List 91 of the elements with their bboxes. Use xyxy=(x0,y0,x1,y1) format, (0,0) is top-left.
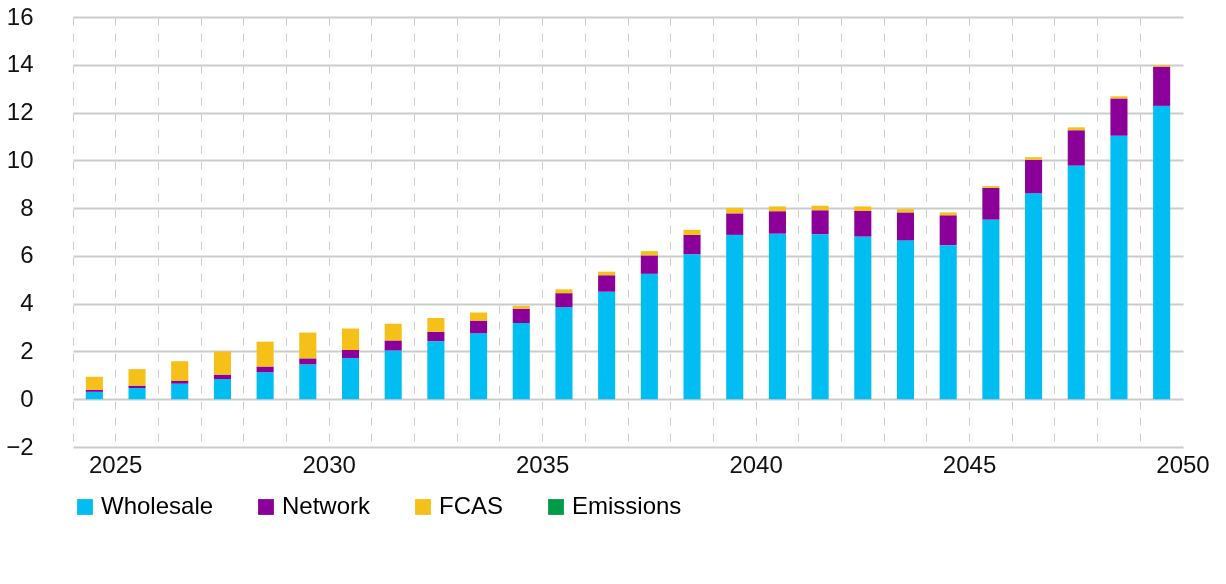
bar xyxy=(256,372,274,400)
bar xyxy=(1067,127,1085,131)
bar xyxy=(640,255,658,274)
bar xyxy=(555,307,573,400)
x-tick-label: 2040 xyxy=(729,450,783,478)
x-tick-label: 2050 xyxy=(1156,450,1210,478)
bar xyxy=(683,229,701,235)
bar xyxy=(427,318,445,332)
bar xyxy=(470,320,488,334)
bar xyxy=(256,366,274,373)
bar xyxy=(768,206,786,212)
y-tick-label: 0 xyxy=(20,384,34,412)
bar xyxy=(854,206,872,211)
bar xyxy=(726,207,744,214)
bar xyxy=(299,332,317,359)
bar xyxy=(811,210,829,235)
bar xyxy=(470,333,488,400)
bar xyxy=(726,234,744,400)
bar xyxy=(470,312,488,321)
bar xyxy=(512,305,530,309)
bar xyxy=(171,361,189,381)
bar xyxy=(384,340,402,351)
bar xyxy=(598,275,616,292)
bar xyxy=(555,293,573,308)
bar xyxy=(256,341,274,367)
bar xyxy=(1025,159,1043,194)
bar xyxy=(384,323,402,341)
bar xyxy=(640,251,658,256)
bar xyxy=(1025,193,1043,400)
bar xyxy=(1110,96,1128,99)
legend-label: Network xyxy=(282,492,372,519)
x-tick-label: 2030 xyxy=(302,450,356,478)
bar xyxy=(939,215,957,246)
bar xyxy=(896,240,915,400)
bar xyxy=(128,387,146,400)
bar xyxy=(683,234,701,255)
y-tick-label: 10 xyxy=(6,145,34,173)
legend-label: FCAS xyxy=(439,492,504,519)
legend-label: Wholesale xyxy=(101,492,214,519)
bar xyxy=(213,379,231,400)
bar xyxy=(299,364,317,400)
bar xyxy=(299,358,317,365)
bar xyxy=(768,211,786,234)
bar xyxy=(341,350,360,359)
bar xyxy=(1110,135,1128,400)
bar xyxy=(427,341,445,400)
bar xyxy=(726,213,744,235)
bar xyxy=(171,380,189,384)
bar xyxy=(768,233,786,400)
bar xyxy=(512,308,530,324)
bar xyxy=(939,212,957,216)
x-tick-label: 2025 xyxy=(89,450,143,478)
y-tick-label: 2 xyxy=(20,336,34,364)
bar xyxy=(1067,130,1085,166)
bar xyxy=(1153,105,1171,400)
y-tick-label: 6 xyxy=(20,241,34,269)
bar xyxy=(512,323,530,400)
bar xyxy=(555,289,573,294)
y-tick-label: 8 xyxy=(20,193,34,221)
bar xyxy=(811,234,829,400)
bar xyxy=(854,210,872,237)
bar xyxy=(213,351,231,375)
bar xyxy=(854,236,872,400)
bar xyxy=(128,369,146,386)
legend-label: Emissions xyxy=(572,492,682,519)
y-tick-label: 16 xyxy=(6,2,34,30)
bar xyxy=(982,187,1000,220)
bar xyxy=(598,291,616,400)
bar xyxy=(640,273,658,400)
bar xyxy=(1025,157,1043,160)
bar xyxy=(982,219,1000,400)
bar xyxy=(341,358,360,400)
bar xyxy=(1067,165,1085,400)
bar xyxy=(683,254,701,400)
bar xyxy=(427,331,445,342)
y-tick-label: −2 xyxy=(6,432,34,460)
x-tick-label: 2045 xyxy=(942,450,997,478)
bar xyxy=(341,328,360,351)
bar xyxy=(1110,98,1128,136)
y-tick-label: 4 xyxy=(20,289,34,317)
bar xyxy=(85,391,103,400)
bar xyxy=(896,212,915,241)
bar xyxy=(85,376,103,390)
bar xyxy=(1153,66,1171,106)
y-tick-label: 12 xyxy=(6,98,34,126)
y-tick-label: 14 xyxy=(6,50,34,78)
bar xyxy=(384,350,402,400)
bar xyxy=(85,389,103,392)
bar xyxy=(171,383,189,400)
bar xyxy=(939,245,957,400)
x-tick-label: 2035 xyxy=(515,450,570,478)
